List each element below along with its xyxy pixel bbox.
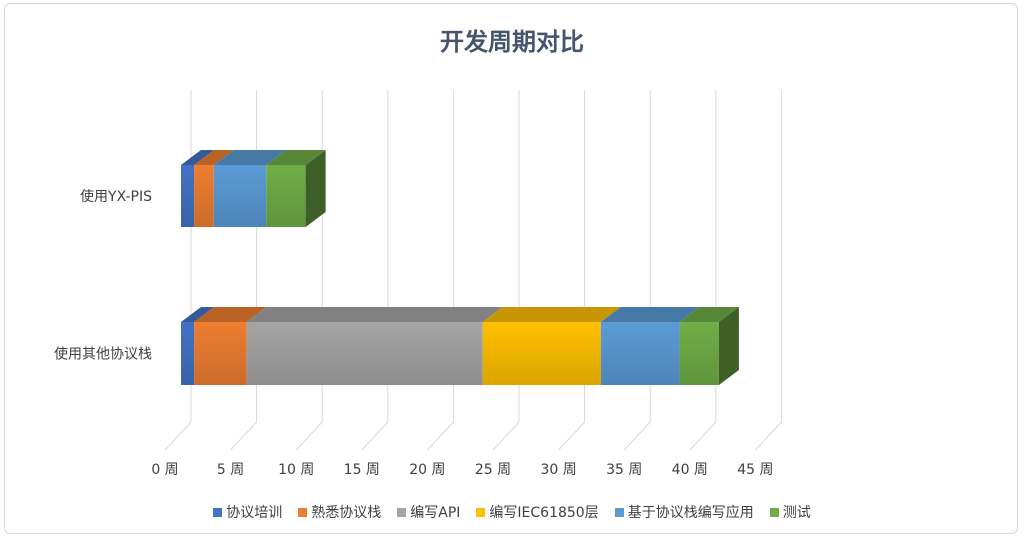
bar-segment [181, 165, 195, 227]
legend-label: 基于协议栈编写应用 [627, 505, 754, 521]
gridline [623, 90, 651, 451]
bar-segment [213, 165, 267, 227]
legend-item: 熟悉协议栈 [298, 502, 381, 522]
bar-segment [194, 322, 247, 385]
x-tick-label: 40 周 [672, 462, 708, 478]
legend-label: 协议培训 [226, 505, 283, 521]
legend-item: 基于协议栈编写应用 [614, 502, 754, 522]
legend-swatch [213, 507, 223, 517]
bar-segment-top [482, 307, 621, 322]
x-tick-label: 15 周 [344, 462, 380, 478]
bar-segment [194, 165, 214, 227]
category-label: 使用YX-PIS [80, 188, 152, 205]
bar-segment [482, 322, 601, 385]
bar-segment-side [718, 307, 739, 385]
x-tick-label: 0 周 [151, 462, 178, 478]
legend-swatch [614, 507, 624, 517]
bar-segment-top [679, 307, 739, 322]
legend-item: 协议培训 [213, 502, 282, 522]
x-tick-label: 20 周 [409, 462, 445, 478]
chart-title: 开发周期对比 [440, 28, 584, 56]
gridline [755, 90, 782, 451]
gridline [164, 90, 192, 451]
chart-legend: 协议培训 熟悉协议栈 编写API 编写IEC61850层 基于协议栈编写应用 测试 [0, 502, 1024, 522]
bar-segment-top [181, 307, 215, 322]
gridline [558, 90, 586, 451]
bar-segment-top [194, 307, 267, 322]
legend-swatch [476, 507, 486, 517]
gridline [230, 90, 258, 451]
gridline [492, 90, 520, 451]
bar-segment [679, 322, 719, 385]
bar-segment [600, 322, 680, 385]
bar-segment [246, 322, 483, 385]
bar-segment [181, 322, 195, 385]
bar-segment [266, 165, 306, 227]
x-tick-label: 10 周 [278, 462, 314, 478]
gridline [689, 90, 717, 451]
legend-item: 编写API [397, 502, 460, 522]
gridline [295, 90, 323, 451]
bar-segment-top [266, 150, 326, 165]
bar-segment-top [194, 150, 234, 165]
legend-label: 测试 [782, 505, 811, 521]
legend-label: 编写IEC61850层 [489, 505, 599, 521]
bar-segment-top [246, 307, 503, 322]
bar-segment-top [181, 150, 215, 165]
gridline [427, 90, 454, 451]
bar-segment-top [600, 307, 700, 322]
legend-item: 测试 [769, 502, 811, 522]
gridline [361, 90, 389, 451]
bar-segment-side [305, 150, 326, 227]
x-tick-label: 35 周 [606, 462, 642, 478]
legend-swatch [397, 507, 407, 517]
legend-label: 熟悉协议栈 [311, 505, 382, 521]
chart-frame [4, 3, 1018, 534]
legend-label: 编写API [410, 505, 461, 521]
x-tick-label: 25 周 [475, 462, 511, 478]
x-tick-label: 45 周 [737, 462, 773, 478]
legend-swatch [769, 507, 779, 517]
x-tick-label: 5 周 [217, 462, 244, 478]
category-label: 使用其他协议栈 [54, 346, 152, 363]
bar-segment-top [213, 150, 287, 165]
x-tick-label: 30 周 [540, 462, 576, 478]
legend-swatch [298, 507, 308, 517]
legend-item: 编写IEC61850层 [476, 502, 599, 522]
